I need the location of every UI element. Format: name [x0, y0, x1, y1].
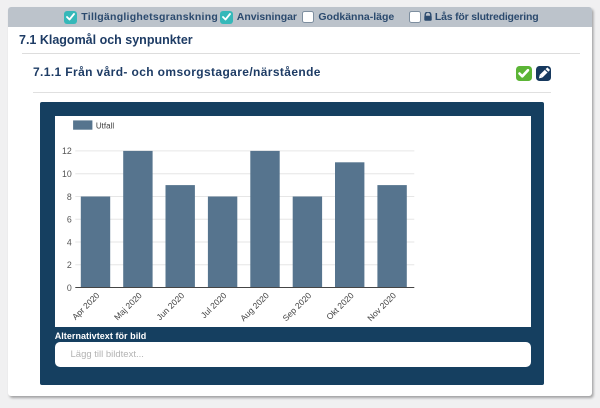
svg-text:0: 0 [67, 283, 72, 293]
svg-text:4: 4 [67, 237, 72, 247]
svg-text:2: 2 [67, 260, 72, 270]
svg-text:Jun 2020: Jun 2020 [154, 290, 186, 322]
svg-text:Utfall: Utfall [96, 122, 114, 131]
svg-text:6: 6 [67, 215, 72, 225]
svg-text:Apr 2020: Apr 2020 [70, 290, 102, 322]
svg-text:Jul 2020: Jul 2020 [198, 290, 228, 320]
svg-text:Nov 2020: Nov 2020 [365, 290, 398, 323]
svg-text:Aug 2020: Aug 2020 [238, 290, 271, 323]
svg-text:10: 10 [62, 169, 72, 179]
svg-text:Okt 2020: Okt 2020 [324, 290, 356, 322]
svg-text:8: 8 [67, 192, 72, 202]
svg-text:Sep 2020: Sep 2020 [280, 290, 313, 323]
svg-text:12: 12 [62, 146, 72, 156]
svg-text:Maj 2020: Maj 2020 [112, 290, 144, 322]
